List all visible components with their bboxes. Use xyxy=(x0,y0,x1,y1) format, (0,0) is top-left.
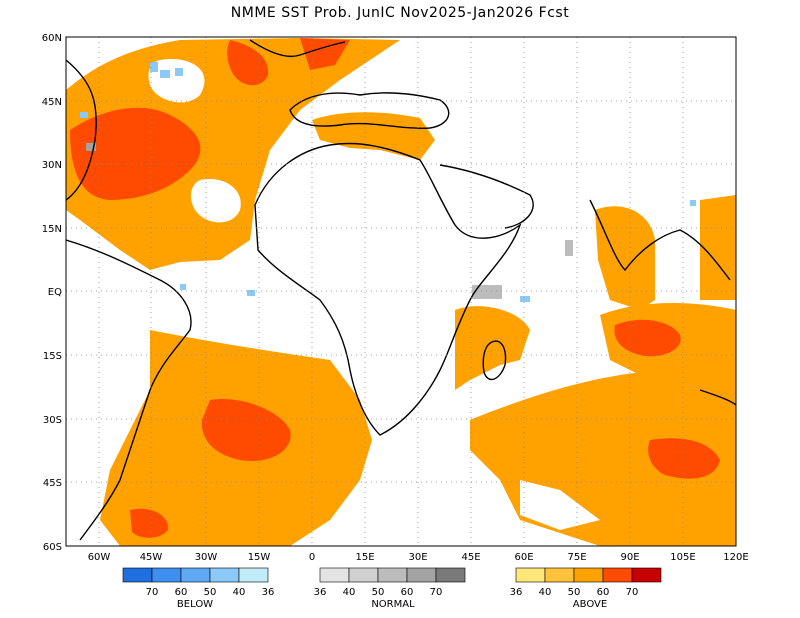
legend-swatch xyxy=(544,567,575,583)
legend-swatch xyxy=(602,567,633,583)
legend-above: 36 40 50 60 70 ABOVE xyxy=(510,567,662,610)
lat-label: 45N xyxy=(42,97,62,108)
lat-label: 15S xyxy=(43,351,62,362)
legend-tick: 60 xyxy=(597,587,610,598)
legend-tick: 50 xyxy=(372,587,385,598)
lat-label: 30S xyxy=(43,415,62,426)
legend-below: 70 60 50 40 36 BELOW xyxy=(122,567,275,610)
legend-swatch xyxy=(435,567,466,583)
lon-label: 0 xyxy=(309,552,315,563)
lat-label: 15N xyxy=(42,224,62,235)
lon-label: 105E xyxy=(670,552,695,563)
legend-tick: 50 xyxy=(204,587,217,598)
legend-tick: 70 xyxy=(626,587,639,598)
legend-tick: 36 xyxy=(262,587,275,598)
lon-label: 120E xyxy=(723,552,748,563)
legend-tick: 70 xyxy=(146,587,159,598)
legend-tick: 40 xyxy=(539,587,552,598)
legend-tick: 60 xyxy=(401,587,414,598)
legend-normal: 36 40 50 60 70 NORMAL xyxy=(314,567,466,610)
legend-tick: 36 xyxy=(314,587,327,598)
legend-tick: 60 xyxy=(175,587,188,598)
legend-tick: 40 xyxy=(233,587,246,598)
lon-label: 90E xyxy=(620,552,639,563)
legend-swatch xyxy=(377,567,408,583)
lat-label: 60N xyxy=(42,33,62,44)
probability-shading xyxy=(66,38,736,546)
lon-label: 45E xyxy=(461,552,480,563)
legend-swatch xyxy=(406,567,437,583)
lon-label: 60E xyxy=(514,552,533,563)
legend-tick: 50 xyxy=(568,587,581,598)
legend-above-label: ABOVE xyxy=(573,599,607,610)
lon-label: 15E xyxy=(355,552,374,563)
legend-swatch xyxy=(573,567,604,583)
legend-normal-label: NORMAL xyxy=(371,599,415,610)
lon-label: 15W xyxy=(248,552,271,563)
legend-tick: 70 xyxy=(430,587,443,598)
lon-label: 75E xyxy=(567,552,586,563)
legend-swatch xyxy=(348,567,379,583)
latitude-axis: 60N 45N 30N 15N EQ 15S 30S 45S 60S xyxy=(42,33,62,553)
lat-label: 45S xyxy=(43,478,62,489)
lon-label: 45W xyxy=(140,552,163,563)
legend-swatch xyxy=(209,567,240,583)
legend-swatch xyxy=(180,567,211,583)
lat-label: 60S xyxy=(43,542,62,553)
legend-swatch xyxy=(631,567,662,583)
legend-tick: 40 xyxy=(343,587,356,598)
lat-label: 30N xyxy=(42,160,62,171)
legend-swatch xyxy=(122,567,153,583)
legend-swatch xyxy=(515,567,546,583)
lon-label: 30E xyxy=(408,552,427,563)
legend-swatch xyxy=(319,567,350,583)
map-title: NMME SST Prob. JunIC Nov2025-Jan2026 Fcs… xyxy=(230,5,570,21)
lat-label: EQ xyxy=(48,287,62,298)
lon-label: 30W xyxy=(195,552,218,563)
graticule xyxy=(66,37,736,546)
map-frame xyxy=(65,36,737,547)
legend-swatch xyxy=(151,567,182,583)
coastlines xyxy=(66,39,736,541)
legend-tick: 36 xyxy=(510,587,523,598)
legend-below-label: BELOW xyxy=(177,599,213,610)
lon-label: 60W xyxy=(88,552,111,563)
longitude-axis: 60W 45W 30W 15W 0 15E 30E 45E 60E 75E 90… xyxy=(88,552,749,563)
legend-swatch xyxy=(238,567,269,583)
